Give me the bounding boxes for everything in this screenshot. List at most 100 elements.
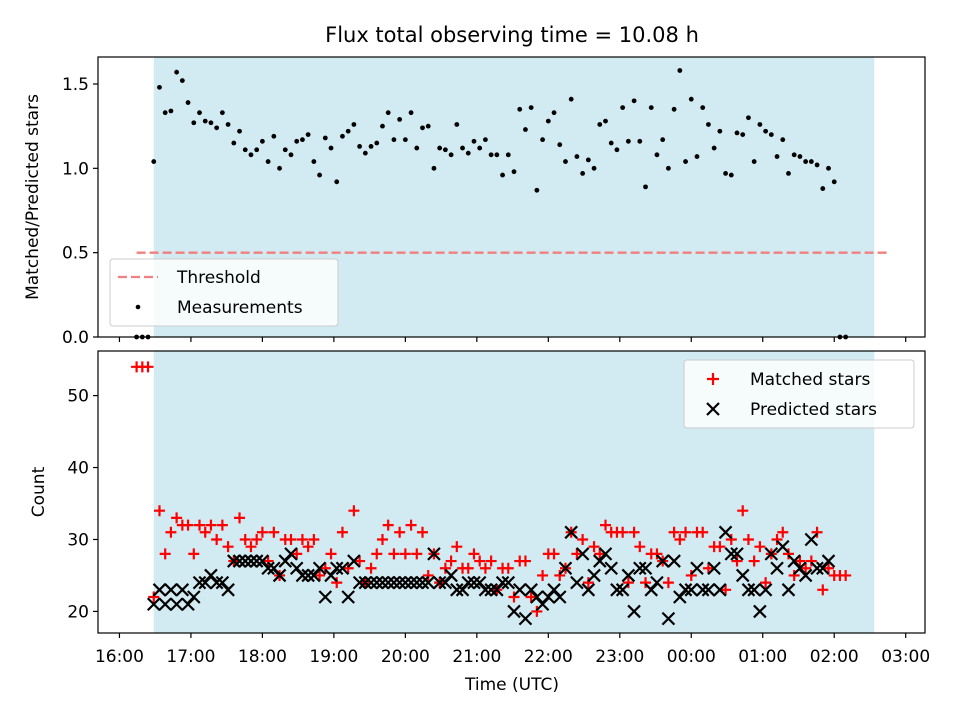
predicted-star-point [558, 561, 573, 576]
measurement-point [688, 96, 694, 102]
measurement-point [614, 147, 620, 153]
measurement-point [300, 137, 305, 143]
predicted-star-point [701, 583, 716, 597]
matched-star-point [725, 533, 737, 545]
measurement-point [311, 159, 317, 164]
predicted-star-point [318, 590, 333, 604]
matched-star-point [577, 533, 589, 545]
predicted-star-point [421, 575, 436, 590]
top-y-tick-label: 1.0 [62, 159, 89, 179]
measurement-point [168, 108, 174, 114]
matched-star-point [251, 533, 263, 545]
matched-star-point [205, 519, 217, 531]
predicted-star-point [415, 575, 430, 590]
predicted-star-point [564, 525, 578, 540]
bottom-y-ticks: 20 30 40 50 [67, 387, 98, 622]
predicted-star-point [358, 575, 373, 590]
matched-star-point [771, 533, 783, 545]
measurement-point [711, 145, 717, 151]
predicted-star-point [444, 568, 458, 583]
measurement-point [523, 127, 528, 132]
predicted-star-point [775, 539, 790, 554]
measurement-point [162, 110, 168, 116]
measurement-point [585, 157, 591, 163]
matched-star-point [702, 562, 714, 574]
matched-star-point [811, 526, 823, 538]
predicted-star-point [284, 547, 298, 561]
predicted-star-point [718, 525, 733, 540]
measurement-point [282, 147, 288, 153]
measurement-point [471, 138, 477, 144]
predicted-star-point [758, 583, 773, 597]
predicted-star-point [667, 554, 681, 568]
bottom-panel: 20 30 40 50 16:00 17:00 18:00 19:00 20:00 21:00 2… [29, 350, 930, 695]
measurement-point [288, 152, 294, 158]
x-tick-label: 22:00 [524, 647, 573, 667]
matched-star-point [222, 541, 234, 553]
predicted-star-point [552, 590, 567, 604]
matched-star-point [519, 555, 531, 567]
predicted-star-point [152, 583, 167, 597]
predicted-star-point [507, 604, 521, 619]
measurement-point [746, 115, 751, 121]
measurement-point [185, 100, 191, 105]
measurement-point [454, 122, 460, 127]
measurement-point [425, 123, 431, 129]
matched-star-point [211, 533, 223, 545]
matched-star-point [445, 555, 457, 567]
predicted-star-point [770, 561, 784, 576]
top-x-ticks [118, 337, 907, 342]
measurement-point [631, 98, 637, 104]
predicted-star-point [381, 575, 395, 590]
matched-star-point [405, 519, 417, 531]
predicted-star-point [478, 583, 493, 597]
measurement-point [408, 110, 414, 116]
predicted-star-point [146, 597, 161, 612]
predicted-star-point [398, 575, 413, 590]
matched-star-point [239, 533, 251, 545]
bottom-y-axis-label: Count [29, 466, 49, 517]
predicted-star-point [272, 568, 287, 583]
measurement-point [351, 122, 357, 127]
bottom-legend-box [683, 359, 915, 429]
predicted-star-point [598, 547, 613, 561]
top-y-tick-label: 0.0 [62, 328, 89, 348]
matched-star-point [296, 533, 308, 545]
measurement-point [345, 128, 351, 134]
matched-star-point [617, 526, 629, 538]
measurement-point [202, 118, 208, 124]
measurement-point [357, 143, 363, 149]
predicted-star-point [650, 575, 664, 590]
chart-title: Flux total observing time = 10.08 h [325, 23, 699, 47]
top-y-tick-label: 1.5 [62, 75, 89, 95]
predicted-star-point [238, 554, 253, 568]
measurement-point [488, 152, 494, 158]
measurement-point [557, 142, 563, 148]
top-y-axis-label: Matched/Predicted stars [23, 94, 43, 300]
x-tick-label: 21:00 [452, 647, 501, 667]
legend-matched-label: Matched stars [750, 370, 870, 390]
measurement-point [568, 96, 574, 102]
measurement-point [420, 125, 425, 131]
predicted-star-point [512, 583, 527, 597]
x-tick-label: 20:00 [381, 647, 430, 667]
matched-star-point [331, 577, 343, 589]
measurement-point [534, 187, 540, 193]
measurement-point [259, 138, 265, 144]
predicted-star-point [661, 611, 676, 626]
measurement-point [563, 159, 568, 164]
measurement-point [374, 140, 380, 146]
measurement-point [208, 120, 214, 126]
measurement-point [728, 172, 734, 178]
matched-star-point [314, 569, 326, 581]
measurement-point [734, 130, 740, 136]
predicted-star-point [781, 583, 796, 597]
measurement-point [540, 137, 545, 143]
matched-star-point [199, 526, 211, 538]
predicted-star-point [221, 583, 235, 597]
matched-star-point [422, 569, 434, 581]
top-legend-box [109, 258, 339, 327]
predicted-star-point [638, 561, 653, 576]
x-tick-label: 17:00 [166, 647, 215, 667]
predicted-star-point [575, 547, 590, 561]
